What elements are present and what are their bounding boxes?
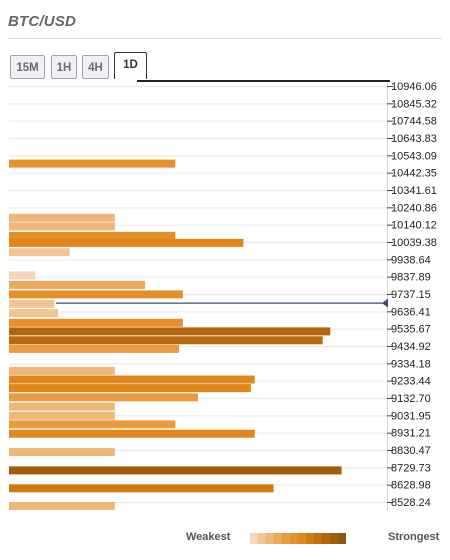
confluence-bar <box>9 231 176 240</box>
tab-underline <box>137 80 390 82</box>
legend-swatch <box>338 533 346 544</box>
legend-swatch <box>258 533 266 544</box>
tick-label: 10442.35 <box>391 168 437 180</box>
confluence-bar <box>9 411 115 420</box>
confluence-bar <box>9 159 176 168</box>
title-divider <box>8 38 442 39</box>
confluence-bar <box>9 271 36 280</box>
confluence-bar <box>9 429 255 438</box>
tab-1h[interactable]: 1H <box>51 55 77 79</box>
confluence-bar <box>9 402 115 411</box>
tick-label: 9636.41 <box>391 306 431 318</box>
tick-label: 10341.61 <box>391 185 437 197</box>
tick-label: 10240.86 <box>391 202 437 214</box>
legend-swatch <box>298 533 306 544</box>
tick-label: 10845.32 <box>391 98 437 110</box>
legend-swatch <box>306 533 314 544</box>
tick-label: 10744.58 <box>391 116 437 128</box>
tick-label: 9233.44 <box>391 376 431 388</box>
confluence-bar <box>9 309 59 318</box>
tick-label: 9737.15 <box>391 289 431 301</box>
chart-title: BTC/USD <box>8 13 77 30</box>
legend-swatch <box>282 533 290 544</box>
legend-weakest-label: Weakest <box>186 531 231 543</box>
confluence-bar <box>9 280 146 289</box>
confluence-chart: 10946.06 10845.32 10744.58 10643.83 10543.09… <box>9 81 437 510</box>
confluence-bar <box>9 327 331 336</box>
confluence-bar <box>9 336 323 345</box>
confluence-bar <box>9 248 70 257</box>
confluence-bar <box>9 318 183 327</box>
tick-label: 10039.38 <box>391 237 437 249</box>
tick-label: 8931.21 <box>391 428 431 440</box>
legend-swatch <box>290 533 298 544</box>
tick-label: 8528.24 <box>391 497 431 509</box>
confluence-bar <box>9 366 115 375</box>
legend-strongest-label: Strongest <box>388 531 440 543</box>
tick-label: 9837.89 <box>391 272 431 284</box>
tick-label: 9535.67 <box>391 324 431 336</box>
tick-label: 9938.64 <box>391 254 431 266</box>
confluence-bar <box>9 344 180 353</box>
confluence-bar <box>9 213 115 222</box>
legend-swatch <box>250 533 258 544</box>
tab-15m[interactable]: 15M <box>10 55 45 79</box>
legend-swatch <box>274 533 282 544</box>
tick-label: 10946.06 <box>391 81 437 93</box>
confluence-bar <box>9 466 342 475</box>
legend-swatch <box>314 533 322 544</box>
tick-label: 9434.92 <box>391 341 431 353</box>
confluence-bar <box>9 393 198 402</box>
confluence-bar <box>9 299 55 308</box>
confluence-bar <box>9 290 183 299</box>
tick-label: 8830.47 <box>391 445 431 457</box>
tick-label: 9132.70 <box>391 393 431 405</box>
confluence-bar <box>9 238 244 247</box>
tick-label: 10140.12 <box>391 220 437 232</box>
legend-gradient <box>250 533 346 544</box>
legend-swatch <box>266 533 274 544</box>
confluence-bar <box>9 420 176 429</box>
tick-label: 10543.09 <box>391 150 437 162</box>
tick-label: 10643.83 <box>391 133 437 145</box>
confluence-bar <box>9 375 255 384</box>
confluence-bar <box>9 222 115 231</box>
tick-label: 9334.18 <box>391 358 431 370</box>
tab-1d[interactable]: 1D <box>114 52 147 79</box>
confluence-bar <box>9 448 115 457</box>
legend-swatch <box>330 533 338 544</box>
current-price-marker <box>382 298 388 308</box>
tick-label: 8729.73 <box>391 462 431 474</box>
confluence-bar <box>9 384 251 393</box>
tab-4h[interactable]: 4H <box>82 55 109 79</box>
legend-swatch <box>322 533 330 544</box>
tick-label: 8628.98 <box>391 480 431 492</box>
tick-label: 9031.95 <box>391 410 431 422</box>
confluence-bar <box>9 502 115 510</box>
confluence-bar <box>9 484 274 493</box>
